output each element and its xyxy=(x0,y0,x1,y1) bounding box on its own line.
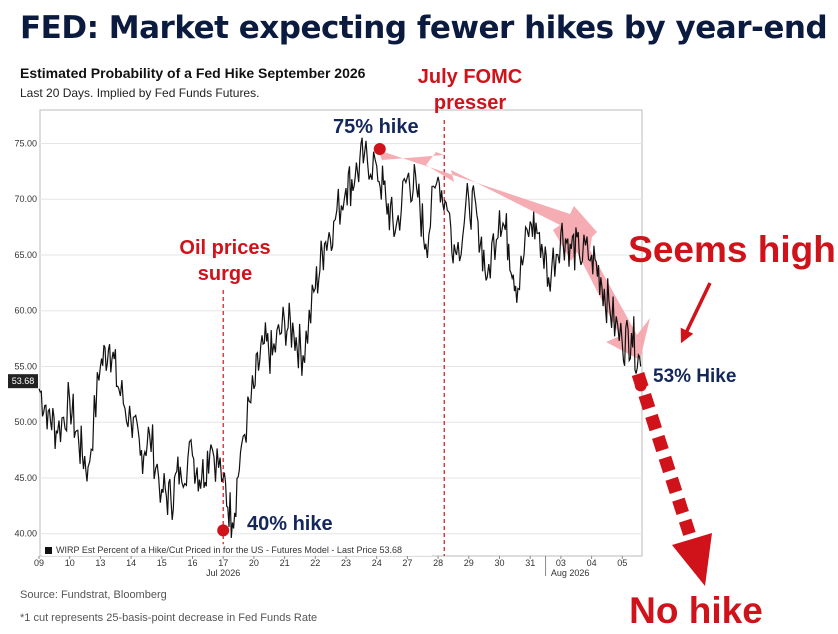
annotation-no-hike: No hike xyxy=(629,590,763,631)
annotation-fomc: July FOMC presser xyxy=(418,66,522,114)
y-tick-label: 70.00 xyxy=(14,194,37,204)
legend-label: WIRP Est Percent of a Hike/Cut Priced in… xyxy=(56,545,402,555)
legend-swatch xyxy=(45,547,52,554)
dashed-arrow xyxy=(631,372,700,547)
annotation-oil: Oil prices surge xyxy=(179,237,270,285)
source-note: Source: Fundstrat, Bloomberg xyxy=(20,589,167,601)
series-line xyxy=(38,137,642,538)
x-tick-label: 05 xyxy=(617,558,627,568)
x-tick-label: 16 xyxy=(187,558,197,568)
x-tick-label: 24 xyxy=(372,558,382,568)
annotation-75: 75% hike xyxy=(333,116,419,138)
y-tick-label: 40.00 xyxy=(14,529,37,539)
highlight-point xyxy=(634,379,647,392)
annotation-seems-high: Seems high xyxy=(628,229,836,270)
annotation-53: 53% Hike xyxy=(653,366,736,387)
last-price-box xyxy=(8,374,38,389)
chart-subtitle: Last 20 Days. Implied by Fed Funds Futur… xyxy=(20,86,260,100)
x-tick-label: 21 xyxy=(280,558,290,568)
legend-bg xyxy=(42,544,432,556)
annotation-40: 40% hike xyxy=(247,513,333,535)
highlight-point xyxy=(373,143,386,156)
x-tick-label: 29 xyxy=(464,558,474,568)
y-tick-label: 65.00 xyxy=(14,250,37,260)
headline: FED: Market expecting fewer hikes by yea… xyxy=(20,10,828,46)
y-tick-label: 45.00 xyxy=(14,473,37,483)
y-tick-label: 75.00 xyxy=(14,138,37,148)
x-tick-label: 10 xyxy=(65,558,75,568)
x-tick-label: 03 xyxy=(556,558,566,568)
dashed-arrow-head xyxy=(672,533,712,586)
seems-high-arrow xyxy=(680,282,712,344)
x-tick-label: 22 xyxy=(310,558,320,568)
x-tick-label: 15 xyxy=(157,558,167,568)
month-label: Aug 2026 xyxy=(551,568,590,578)
plot-frame xyxy=(39,109,643,557)
x-tick-label: 17 xyxy=(218,558,228,568)
x-tick-label: 31 xyxy=(525,558,535,568)
x-tick-label: 27 xyxy=(402,558,412,568)
x-tick-label: 13 xyxy=(95,558,105,568)
x-tick-label: 23 xyxy=(341,558,351,568)
x-tick-label: 28 xyxy=(433,558,443,568)
month-label: Jul 2026 xyxy=(206,568,240,578)
trend-arrow xyxy=(378,150,650,360)
x-tick-label: 04 xyxy=(587,558,597,568)
x-tick-label: 30 xyxy=(494,558,504,568)
last-price-label: 53.68 xyxy=(12,376,35,386)
y-tick-label: 50.00 xyxy=(14,417,37,427)
y-tick-label: 55.00 xyxy=(14,361,37,371)
footnote: *1 cut represents 25-basis-point decreas… xyxy=(20,612,318,624)
chart-title: Estimated Probability of a Fed Hike Sept… xyxy=(20,65,366,81)
x-tick-label: 20 xyxy=(249,558,259,568)
highlight-point xyxy=(217,524,230,537)
x-tick-label: 14 xyxy=(126,558,136,568)
x-tick-label: 09 xyxy=(34,558,44,568)
y-tick-label: 60.00 xyxy=(14,306,37,316)
